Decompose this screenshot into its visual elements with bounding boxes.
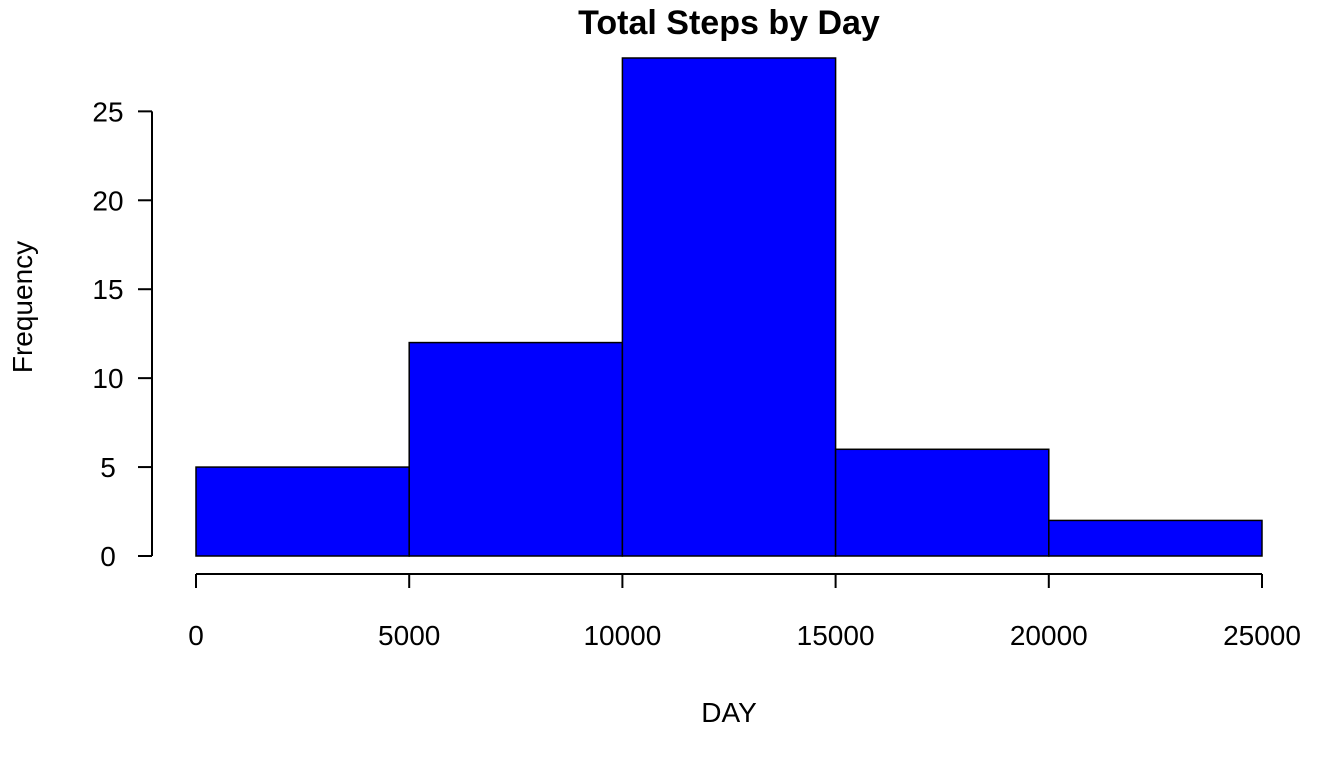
y-tick-label: 10 xyxy=(92,363,123,394)
histogram-bar-1 xyxy=(195,466,410,557)
y-tick-label: 20 xyxy=(92,185,123,216)
histogram-bar-3 xyxy=(621,57,837,557)
x-tick-label: 10000 xyxy=(583,620,661,651)
y-axis-label: Frequency xyxy=(7,241,38,373)
histogram-bar-2 xyxy=(408,341,624,557)
histogram-bar-5 xyxy=(1048,519,1263,557)
y-tick-label: 25 xyxy=(92,96,123,127)
x-axis-label: DAY xyxy=(701,697,757,728)
x-axis: 0 5000 10000 15000 20000 25000 xyxy=(188,573,1301,651)
x-tick-label: 20000 xyxy=(1010,620,1088,651)
x-tick-label: 25000 xyxy=(1223,620,1301,651)
bars-group xyxy=(195,57,1263,557)
chart-title: Total Steps by Day xyxy=(578,4,880,42)
histogram-bar-4 xyxy=(834,448,1050,557)
x-tick-label: 5000 xyxy=(378,620,440,651)
y-tick-label: 5 xyxy=(100,452,116,483)
x-tick-label: 0 xyxy=(188,620,204,651)
y-tick-label: 0 xyxy=(100,541,116,572)
y-tick-label: 15 xyxy=(92,274,123,305)
x-tick-label: 15000 xyxy=(797,620,875,651)
y-axis: 0 5 10 15 20 25 xyxy=(92,96,153,572)
